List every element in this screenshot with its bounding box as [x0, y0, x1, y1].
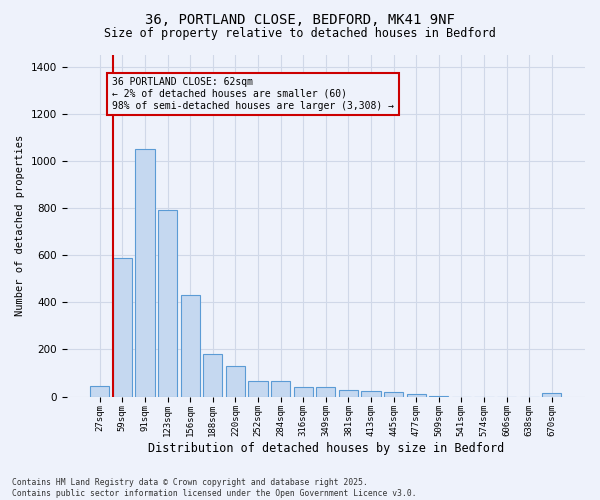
Y-axis label: Number of detached properties: Number of detached properties	[15, 135, 25, 316]
Text: 36 PORTLAND CLOSE: 62sqm
← 2% of detached houses are smaller (60)
98% of semi-de: 36 PORTLAND CLOSE: 62sqm ← 2% of detache…	[112, 78, 394, 110]
Bar	[361, 390, 380, 396]
Bar	[316, 386, 335, 396]
Bar	[293, 386, 313, 396]
Bar	[181, 296, 200, 396]
Text: Contains HM Land Registry data © Crown copyright and database right 2025.
Contai: Contains HM Land Registry data © Crown c…	[12, 478, 416, 498]
Bar	[339, 390, 358, 396]
Text: Size of property relative to detached houses in Bedford: Size of property relative to detached ho…	[104, 28, 496, 40]
Bar	[90, 386, 109, 396]
Bar	[384, 392, 403, 396]
Bar	[136, 149, 155, 396]
Bar	[203, 354, 223, 397]
Bar	[407, 394, 426, 396]
Text: 36, PORTLAND CLOSE, BEDFORD, MK41 9NF: 36, PORTLAND CLOSE, BEDFORD, MK41 9NF	[145, 12, 455, 26]
Bar	[271, 380, 290, 396]
Bar	[542, 394, 562, 396]
Bar	[248, 380, 268, 396]
Bar	[226, 366, 245, 396]
Bar	[113, 258, 132, 396]
Bar	[158, 210, 177, 396]
X-axis label: Distribution of detached houses by size in Bedford: Distribution of detached houses by size …	[148, 442, 504, 455]
